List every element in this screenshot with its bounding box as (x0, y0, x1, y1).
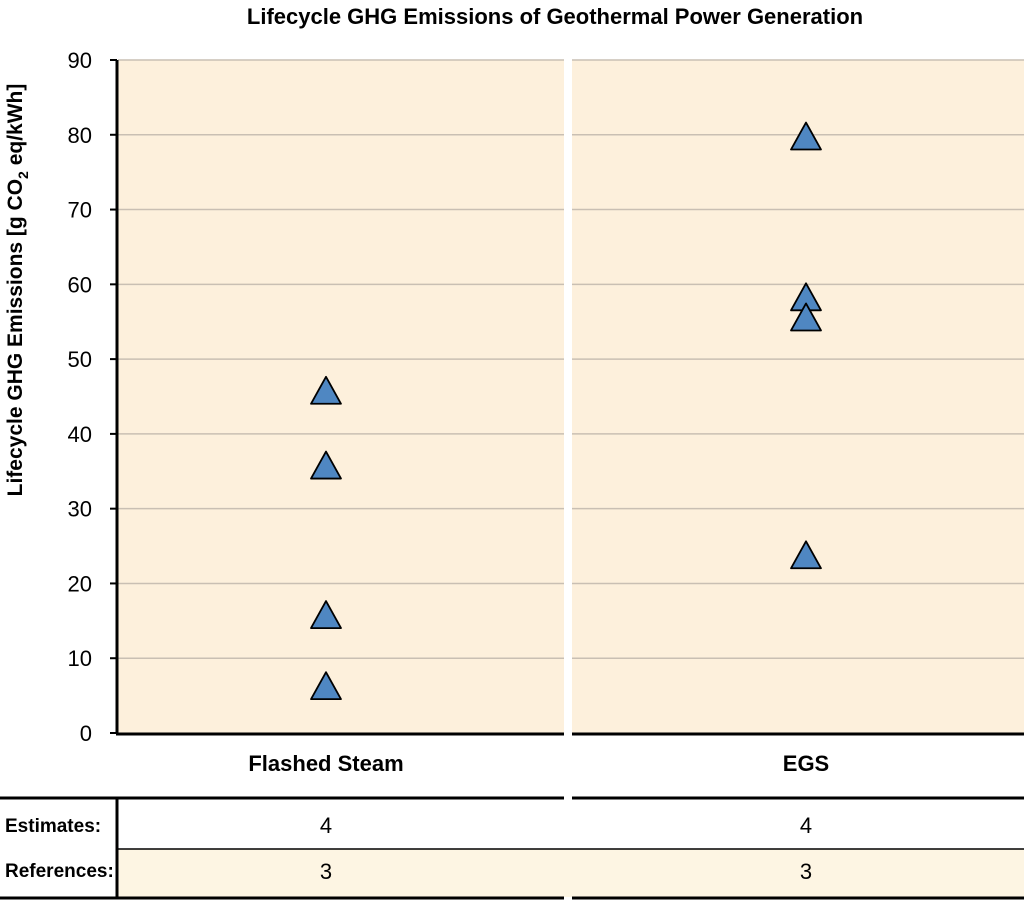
marker-flashed-steam-1 (310, 450, 342, 480)
table-row-references-bg (118, 849, 1024, 897)
y-tick-label-20: 20 (68, 571, 92, 596)
table-cell-references-egs: 3 (800, 859, 812, 884)
y-axis-label: Lifecycle GHG Emissions [g CO2 eq/kWh] (4, 84, 31, 497)
y-axis-label-main: Lifecycle GHG Emissions [g CO (4, 179, 27, 496)
marker-egs-2 (790, 302, 822, 332)
y-tick-label-0: 0 (80, 721, 92, 746)
y-ticks: 0 10 20 30 40 50 60 70 80 90 (68, 48, 117, 746)
marker-egs-0 (790, 121, 822, 151)
y-tick-label-50: 50 (68, 347, 92, 372)
y-axis-label-subscript: 2 (15, 171, 31, 179)
marker-flashed-steam-2 (310, 600, 342, 629)
y-axis-label-unit: eq/kWh] (4, 84, 27, 172)
marker-egs-3 (790, 540, 822, 570)
y-tick-label-70: 70 (68, 198, 92, 223)
table-cell-references-flashed-steam: 3 (320, 859, 332, 884)
y-tick-label-60: 60 (68, 272, 92, 297)
marker-flashed-steam-0 (310, 375, 342, 405)
table-row-label-references: References: (5, 861, 114, 882)
table-cell-estimates-egs: 4 (800, 813, 812, 838)
y-tick-label-80: 80 (68, 123, 92, 148)
y-tick-label-10: 10 (68, 646, 92, 671)
y-tick-label-30: 30 (68, 497, 92, 522)
summary-table: Estimates: References: 4 4 3 3 (0, 796, 1024, 900)
category-label-egs: EGS (783, 751, 829, 776)
marker-flashed-steam-3 (310, 671, 342, 701)
table-row-label-estimates: Estimates: (5, 816, 101, 837)
table-cell-estimates-flashed-steam: 4 (320, 813, 332, 838)
chart-title: Lifecycle GHG Emissions of Geothermal Po… (247, 4, 863, 29)
gridlines (118, 59, 1024, 659)
y-tick-label-90: 90 (68, 48, 92, 73)
markers (310, 121, 822, 701)
y-tick-label-40: 40 (68, 422, 92, 447)
panel-flashed-steam (118, 60, 564, 733)
category-label-flashed-steam: Flashed Steam (248, 751, 403, 776)
panel-egs (572, 60, 1024, 733)
